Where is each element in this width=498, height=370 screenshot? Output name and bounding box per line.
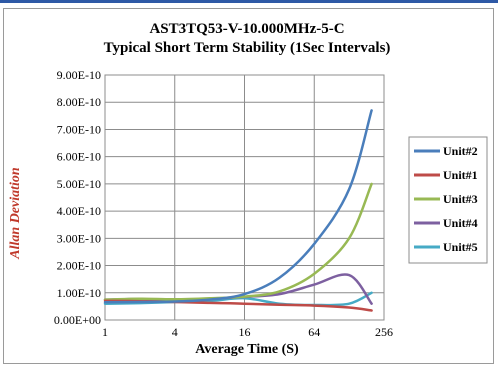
gridlines — [104, 74, 385, 321]
x-tick-label: 64 — [308, 325, 320, 339]
x-axis-label: Average Time (S) — [195, 342, 299, 357]
y-tick-label: 1.00E-10 — [57, 286, 101, 300]
legend-label: Unit#4 — [443, 216, 478, 230]
chart-title: AST3TQ53-V-10.000MHz-5-C — [149, 21, 344, 37]
y-tick-label: 4.00E-10 — [57, 204, 101, 218]
y-axis-ticks: 0.00E+00 1.00E-10 2.00E-10 3.00E-10 4.00E-10… — [54, 68, 101, 327]
x-tick-label: 16 — [239, 325, 251, 339]
legend-label: Unit#1 — [443, 168, 478, 182]
x-tick-label: 256 — [375, 325, 393, 339]
y-axis-label: Allan Deviation — [8, 167, 23, 260]
plot-area — [104, 74, 385, 321]
series-line-unit2 — [103, 109, 373, 304]
legend-label: Unit#2 — [443, 144, 478, 158]
legend-label: Unit#5 — [443, 240, 478, 254]
y-tick-label: 8.00E-10 — [57, 95, 101, 109]
y-tick-label: 5.00E-10 — [57, 177, 101, 191]
chart-svg: AST3TQ53-V-10.000MHz-5-C Typical Short T… — [8, 21, 488, 357]
chart-subtitle: Typical Short Term Stability (1Sec Inter… — [104, 40, 391, 56]
series-line-unit3 — [103, 182, 373, 301]
y-tick-label: 7.00E-10 — [57, 122, 101, 136]
x-tick-label: 1 — [102, 325, 108, 339]
y-tick-label: 9.00E-10 — [57, 68, 101, 82]
y-tick-label: 2.00E-10 — [57, 259, 101, 273]
y-tick-label: 6.00E-10 — [57, 150, 101, 164]
y-tick-label: 0.00E+00 — [54, 313, 101, 327]
legend: Unit#2 Unit#1 Unit#3 Unit#4 Unit#5 — [414, 144, 478, 254]
legend-label: Unit#3 — [443, 192, 478, 206]
chart-area: AST3TQ53-V-10.000MHz-5-C Typical Short T… — [3, 8, 494, 364]
series-lines — [103, 109, 373, 312]
x-axis-ticks: 1 4 16 64 256 — [102, 325, 393, 339]
y-tick-label: 3.00E-10 — [57, 231, 101, 245]
x-tick-label: 4 — [172, 325, 178, 339]
